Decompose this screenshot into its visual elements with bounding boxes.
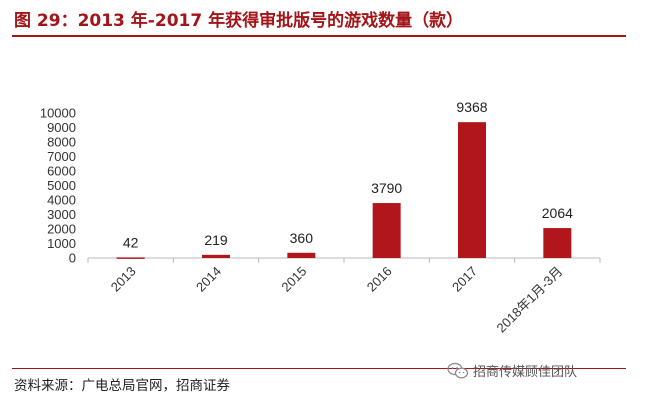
y-tick-label: 2000 xyxy=(47,222,76,237)
data-label: 9368 xyxy=(456,99,487,115)
y-tick-label: 10000 xyxy=(40,106,76,121)
source-note: 资料来源：广电总局官网，招商证券 xyxy=(14,378,230,394)
watermark-text: 招商传媒顾佳团队 xyxy=(473,365,578,380)
y-tick-label: 0 xyxy=(69,251,76,266)
y-tick-label: 8000 xyxy=(47,135,76,150)
y-tick-label: 7000 xyxy=(47,149,76,164)
bar xyxy=(116,257,145,259)
source-divider xyxy=(12,368,626,369)
wechat-icon xyxy=(447,362,469,378)
x-tick-label: 2015 xyxy=(278,264,309,295)
data-label: 360 xyxy=(290,230,314,246)
data-label: 2064 xyxy=(542,205,573,221)
x-tick-label: 2014 xyxy=(193,264,224,295)
y-tick-label: 3000 xyxy=(47,207,76,222)
bar xyxy=(202,254,230,258)
bar xyxy=(287,252,316,258)
data-label: 219 xyxy=(204,232,228,248)
data-label: 3790 xyxy=(371,180,402,196)
bar xyxy=(458,122,486,258)
x-tick-label: 2013 xyxy=(108,264,139,295)
data-label: 42 xyxy=(123,234,139,250)
bar xyxy=(372,203,401,258)
y-tick-label: 9000 xyxy=(47,120,76,135)
x-tick-label: 2017 xyxy=(449,264,480,295)
title-divider xyxy=(12,35,626,37)
y-tick-label: 6000 xyxy=(47,164,76,179)
x-tick-label: 2016 xyxy=(364,264,395,295)
wechat-watermark: 招商传媒顾佳团队 xyxy=(447,361,577,380)
y-tick-label: 1000 xyxy=(47,236,76,251)
x-tick-label: 2018年1月-3月 xyxy=(494,264,566,336)
y-tick-label: 5000 xyxy=(47,178,76,193)
bar xyxy=(543,228,572,258)
chart-title: 图 29：2013 年-2017 年获得审批版号的游戏数量（款） xyxy=(14,11,464,31)
y-tick-label: 4000 xyxy=(47,193,76,208)
